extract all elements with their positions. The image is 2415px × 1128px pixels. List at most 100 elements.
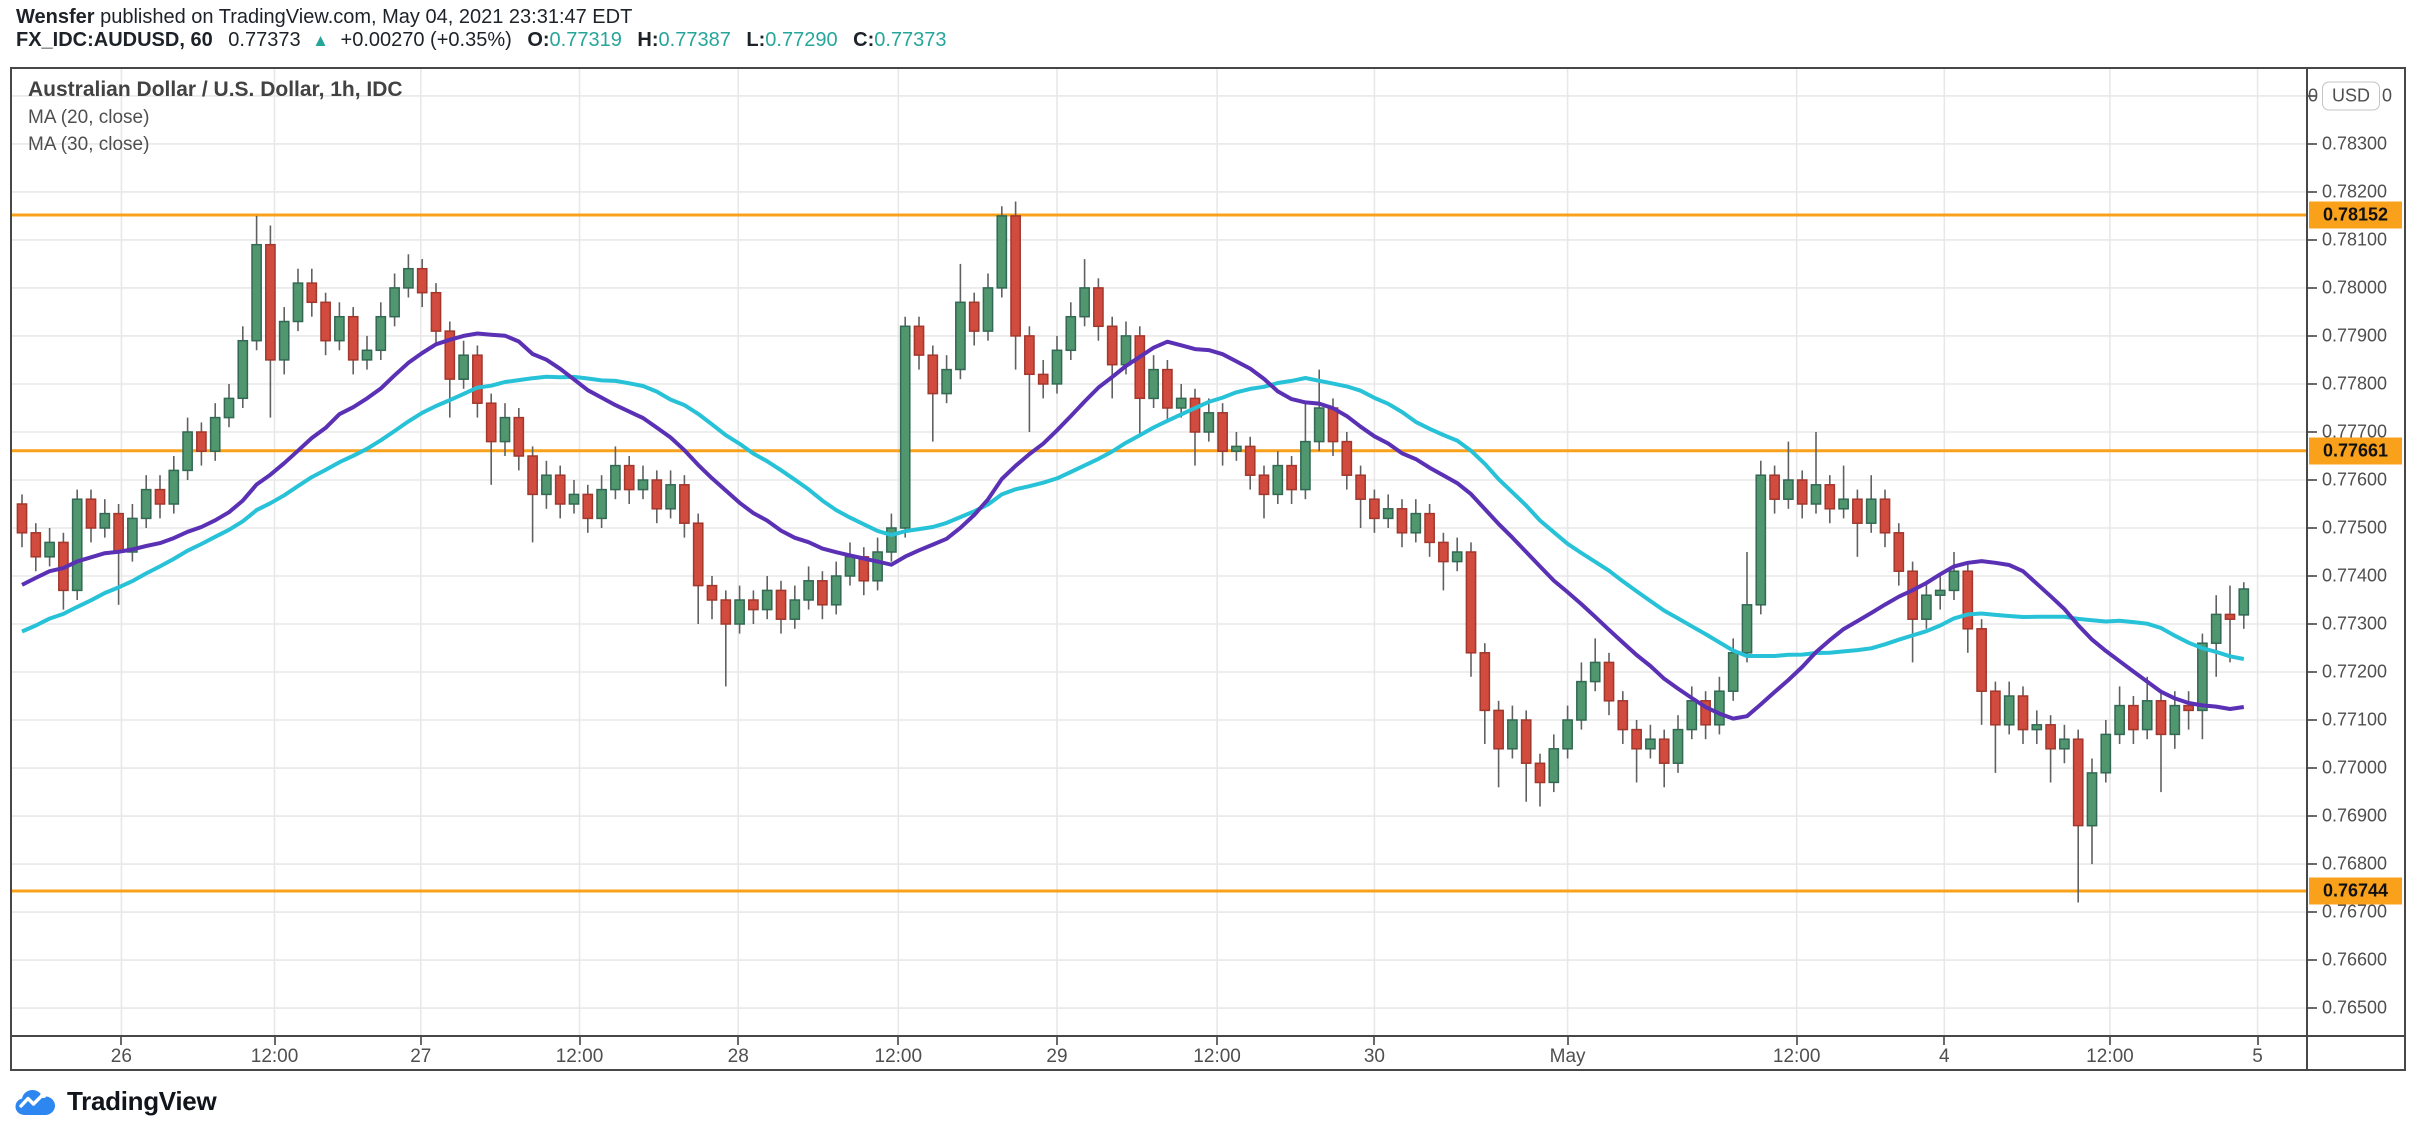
candle-down xyxy=(1106,325,1118,366)
author-name: Wensfer xyxy=(16,6,95,28)
candle-up xyxy=(1810,484,1822,505)
ma30-legend-label[interactable]: MA (30, close) xyxy=(28,134,150,155)
candle-down xyxy=(2072,738,2084,827)
candle-up xyxy=(499,416,511,443)
price-change: +0.00270 (+0.35%) xyxy=(340,29,512,51)
time-tick xyxy=(1795,1037,1798,1045)
candle-up xyxy=(2086,772,2098,827)
candle-down xyxy=(1617,700,1629,731)
candle-up xyxy=(2210,613,2222,644)
candle-up xyxy=(872,551,883,582)
chart-widget: Australian Dollar / U.S. Dollar, 1h, IDC… xyxy=(10,67,2406,1071)
candle-up xyxy=(1382,508,1394,520)
candle-down xyxy=(1010,215,1021,337)
candle-up xyxy=(1203,412,1215,433)
candle-up xyxy=(237,339,249,400)
candle-up xyxy=(334,315,345,342)
candle-up xyxy=(1065,315,1077,352)
ma20-legend-label[interactable]: MA (20, close) xyxy=(28,107,150,128)
candle-up xyxy=(1148,368,1159,400)
price-axis-label: 0.78000 xyxy=(2322,277,2388,298)
low-label: L: xyxy=(746,29,766,51)
candle-down xyxy=(968,301,980,332)
candle-down xyxy=(527,455,538,496)
candle-up xyxy=(1120,335,1132,366)
candle-down xyxy=(2128,704,2139,731)
price-axis-label: 0.78200 xyxy=(2322,181,2388,202)
tradingview-cloud-icon xyxy=(15,1089,55,1115)
price-level-label: 0.76744 xyxy=(2309,877,2402,905)
time-tick xyxy=(1566,1037,1569,1045)
price-tick xyxy=(2308,286,2317,289)
price-axis-label-partial: 0 xyxy=(2308,85,2319,106)
price-axis-label: 0.77000 xyxy=(2322,757,2388,778)
candle-up xyxy=(1451,551,1463,563)
candle-down xyxy=(1976,628,1987,692)
candle-up xyxy=(2238,588,2250,616)
price-axis[interactable]: 0.78300 0.78200 0.78100 0.78000 0.77900 0.778… xyxy=(2308,69,2404,1035)
ma30-line xyxy=(21,374,2245,661)
candle-up xyxy=(1313,407,1325,443)
tradingview-wordmark: TradingView xyxy=(67,1086,217,1116)
candle-down xyxy=(1465,551,1477,654)
last-price: 0.77373 xyxy=(228,29,301,51)
price-axis-divider xyxy=(2306,69,2308,1069)
candle-down xyxy=(927,354,939,395)
price-tick xyxy=(2308,959,2317,962)
candle-down xyxy=(582,493,594,520)
candle-down xyxy=(1603,661,1615,702)
chart-plot-area[interactable]: Australian Dollar / U.S. Dollar, 1h, IDC… xyxy=(12,69,2306,1035)
price-axis-label: 0.77300 xyxy=(2322,613,2388,634)
candle-up xyxy=(44,541,55,558)
candle-down xyxy=(154,488,166,505)
candle-up xyxy=(2003,695,2015,726)
price-axis-label: 0.77600 xyxy=(2322,469,2388,490)
candle-up xyxy=(182,431,193,472)
time-tick xyxy=(1056,1037,1058,1045)
candle-down xyxy=(1990,690,2001,726)
candle-up xyxy=(1948,570,1960,592)
price-tick xyxy=(2308,767,2317,770)
price-tick xyxy=(2308,575,2317,577)
candle-down xyxy=(2017,695,2029,731)
time-axis-label: 29 xyxy=(1046,1046,1068,1067)
time-axis-label: 4 xyxy=(1939,1046,1950,1067)
candle-down xyxy=(1796,479,1808,505)
chart-legend: Australian Dollar / U.S. Dollar, 1h, IDC… xyxy=(28,76,403,158)
candle-down xyxy=(113,512,124,553)
time-tick xyxy=(1373,1037,1376,1045)
candle-down xyxy=(1355,474,1366,500)
time-tick xyxy=(2108,1037,2111,1045)
candle-up xyxy=(955,301,966,371)
candle-down xyxy=(1424,512,1435,544)
time-tick xyxy=(2256,1037,2259,1045)
price-axis-label: 0.76800 xyxy=(2322,853,2388,874)
time-axis[interactable]: 26 12:00 27 12:00 28 12:00 29 12:00 30 May 12:00 4 1… xyxy=(12,1037,2306,1069)
price-axis-label: 0.77700 xyxy=(2322,421,2388,442)
candle-up xyxy=(982,287,994,332)
price-tick xyxy=(2308,142,2317,145)
symbol-name: FX_IDC:AUDUSD, 60 xyxy=(16,29,213,51)
candle-up xyxy=(2100,733,2112,774)
candle-up xyxy=(1562,719,1573,750)
candle-down xyxy=(1700,700,1711,726)
close-value: 0.77373 xyxy=(874,29,947,51)
candle-down xyxy=(1162,368,1173,409)
time-axis-label: 12:00 xyxy=(555,1046,604,1067)
candle-down xyxy=(1134,335,1146,400)
candle-down xyxy=(485,402,497,443)
price-axis-label: 0.77500 xyxy=(2322,517,2388,538)
candle-up xyxy=(209,416,221,452)
candle-up xyxy=(251,243,262,342)
time-tick xyxy=(419,1037,422,1045)
candle-down xyxy=(706,584,718,601)
price-tick xyxy=(2308,190,2317,193)
candle-up xyxy=(1934,589,1946,596)
tradingview-logo[interactable]: TradingView xyxy=(14,1086,217,1117)
candle-up xyxy=(1686,700,1698,731)
candle-up xyxy=(2031,724,2043,731)
candle-up xyxy=(1079,287,1090,318)
high-label: H: xyxy=(637,29,659,51)
candle-down xyxy=(1341,440,1353,476)
candle-down xyxy=(679,484,690,524)
